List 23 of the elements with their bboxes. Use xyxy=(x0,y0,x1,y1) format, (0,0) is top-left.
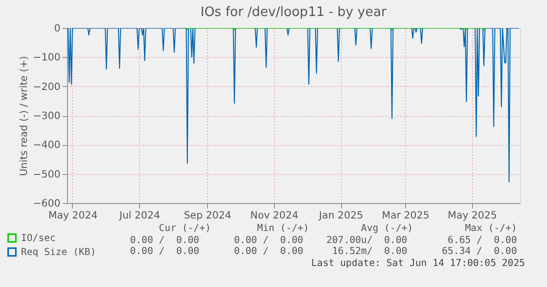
x-tick-label: May 2024 xyxy=(48,210,98,222)
y-tick-label: 0 xyxy=(54,24,60,34)
x-tick-label: Mar 2025 xyxy=(382,210,430,222)
x-tick-label: May 2025 xyxy=(448,210,498,222)
y-tick-label: −300 xyxy=(33,111,60,122)
legend-label: Req Size (KB) xyxy=(21,247,96,258)
chart-title: IOs for /dev/loop11 - by year xyxy=(200,5,388,20)
x-tick-label: Nov 2024 xyxy=(250,210,298,222)
y-axis-title: Units read (-) / write (+) xyxy=(19,56,30,176)
y-tick-label: −600 xyxy=(33,198,60,210)
y-tick-label: −500 xyxy=(33,169,60,180)
y-tick-label: −200 xyxy=(33,82,60,93)
text: 0.00 / 0.00 0.00 / 0.00 207.00u/ 0.00 6.65 / 0.00 xyxy=(130,235,518,246)
line-series xyxy=(68,28,520,182)
text: Cur (-/+) Min (-/+) Avg (-/+) Max (-/+) xyxy=(158,223,517,234)
x-tick-label: Sep 2024 xyxy=(184,210,232,222)
x-tick-label: Jan 2025 xyxy=(318,210,364,222)
text: 0.00 / 0.00 0.00 / 0.00 16.52m/ 0.00 65.34 / 0.00 xyxy=(130,246,518,257)
legend-label: IO/sec xyxy=(21,233,56,244)
y-tick-label: −100 xyxy=(33,52,60,64)
text: Last update: Sat Jun 14 17:00:05 2025 xyxy=(311,258,525,269)
x-tick-label: Jul 2024 xyxy=(118,210,160,222)
y-tick-label: −400 xyxy=(33,140,60,152)
